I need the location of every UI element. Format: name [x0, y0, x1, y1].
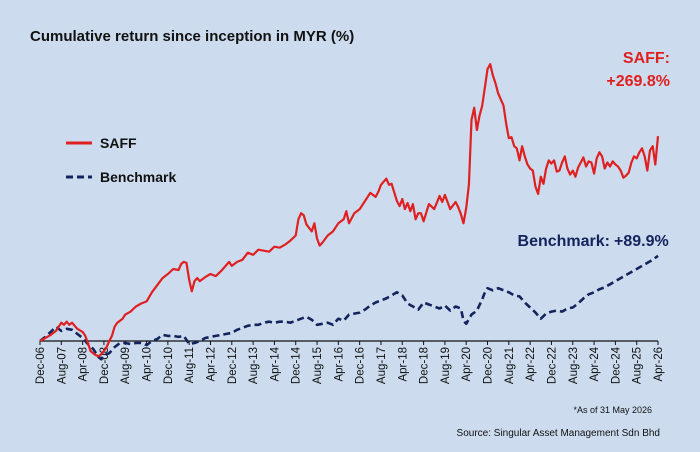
benchmark-end-label: Benchmark: — [518, 233, 610, 250]
legend-label-saff: SAFF — [100, 135, 137, 151]
x-tick-label: Apr-08 — [78, 347, 90, 382]
benchmark-end-value: +89.9% — [614, 233, 669, 250]
x-tick-label: Aug-13 — [248, 347, 260, 384]
x-tick-label: Dec-22 — [546, 347, 558, 384]
x-tick-label: Aug-09 — [120, 347, 132, 384]
series-line-saff — [39, 62, 660, 358]
x-tick-label: Aug-15 — [312, 347, 324, 384]
x-tick-label: Aug-17 — [376, 347, 388, 384]
x-axis-ticks: Dec-06 Aug-07 Apr-08 Dec-08 Aug-09 Apr-10 Dec-… — [35, 341, 665, 384]
x-tick-label: Apr-14 — [269, 346, 281, 381]
x-tick-label: Dec-12 — [227, 347, 239, 384]
x-tick-label: Apr-22 — [525, 347, 537, 382]
legend: SAFF Benchmark — [66, 135, 176, 185]
x-tick-label: Apr-18 — [397, 347, 409, 382]
x-tick-label: Apr-24 — [589, 346, 601, 381]
x-tick-label: Dec-24 — [610, 346, 622, 384]
x-tick-label: Dec-06 — [35, 347, 47, 384]
plot-area: Dec-06 Aug-07 Apr-08 Dec-08 Aug-09 Apr-10 Dec-… — [35, 62, 665, 384]
source-note: Source: Singular Asset Management Sdn Bh… — [457, 428, 660, 439]
x-tick-label: Apr-16 — [333, 347, 345, 382]
x-tick-label: Aug-19 — [440, 347, 452, 384]
x-tick-label: Aug-11 — [184, 347, 196, 383]
x-tick-label: Aug-07 — [56, 347, 68, 384]
legend-label-benchmark: Benchmark — [100, 169, 176, 185]
saff-end-label: SAFF: — [623, 50, 670, 67]
x-tick-label: Apr-12 — [205, 347, 217, 382]
x-tick-label: Dec-14 — [291, 346, 303, 384]
series-layer — [39, 62, 660, 361]
as-of-note: *As of 31 May 2026 — [573, 405, 652, 415]
saff-end-value: +269.8% — [606, 73, 670, 90]
x-tick-label: Aug-23 — [568, 347, 580, 384]
x-tick-label: Dec-18 — [419, 347, 431, 384]
x-tick-label: Apr-26 — [653, 347, 665, 382]
series-line-benchmark — [39, 254, 659, 361]
x-tick-label: Apr-20 — [461, 347, 473, 382]
x-tick-label: Dec-20 — [483, 347, 495, 384]
x-tick-label: Aug-21 — [504, 347, 516, 384]
x-tick-label: Aug-25 — [632, 347, 644, 384]
x-tick-label: Dec-16 — [355, 347, 367, 384]
x-tick-label: Dec-10 — [163, 347, 175, 384]
x-tick-label: Dec-08 — [99, 347, 111, 384]
chart-title: Cumulative return since inception in MYR… — [30, 28, 354, 45]
x-tick-label: Apr-10 — [142, 347, 154, 382]
